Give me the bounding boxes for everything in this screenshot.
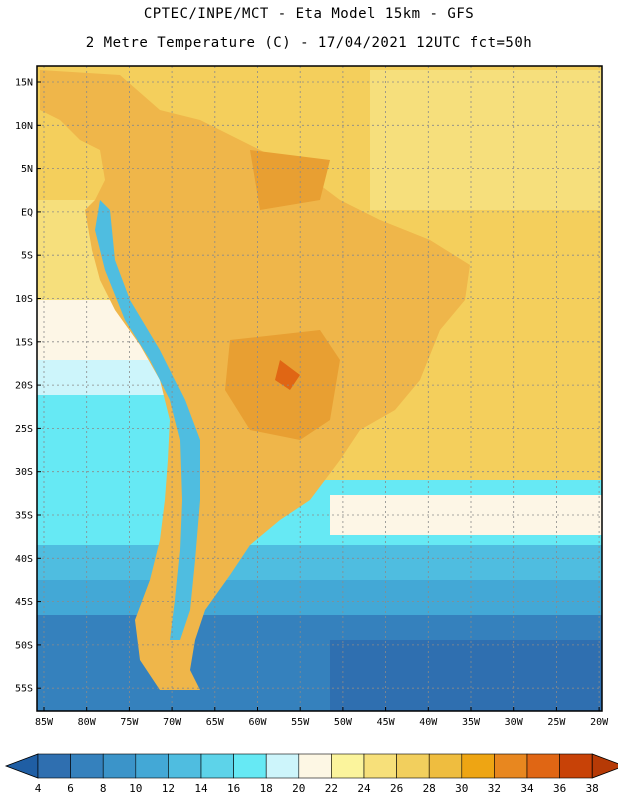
colorbar-swatch — [461, 753, 495, 779]
lat-tick-label: 15S — [15, 337, 33, 348]
lon-tick-label: 70W — [163, 717, 182, 728]
colorbar-swatch — [396, 753, 430, 779]
atlantic-north-band — [370, 70, 602, 210]
colorbar-swatch — [70, 753, 104, 779]
colorbar-level-label: 28 — [423, 782, 436, 795]
lat-tick-label: 45S — [15, 597, 33, 608]
atlantic-warm-tongue — [330, 495, 602, 535]
latitude-labels: 15N 10N 5N EQ 5S 10S 15S 20S 25S 30S 35S 40S 45S 50S 5… — [15, 78, 41, 695]
colorbar-swatch — [233, 753, 267, 779]
colorbar-swatch — [331, 753, 365, 779]
colorbar-swatch — [135, 753, 169, 779]
hot-spot — [275, 360, 300, 390]
colorbar-level-label: 36 — [553, 782, 566, 795]
colorbar-swatch — [559, 753, 593, 779]
pacific-cold-band — [37, 395, 187, 495]
colorbar-level-label: 4 — [35, 782, 42, 795]
lon-tick-label: 45W — [377, 717, 396, 728]
lon-tick-label: 30W — [505, 717, 524, 728]
colorbar: 4 6 8 10 12 14 16 18 20 22 24 26 28 30 32 34 36 38 — [4, 753, 618, 795]
southern-band-4 — [330, 640, 602, 711]
colorbar-level-label: 6 — [67, 782, 74, 795]
colorbar-level-label: 34 — [520, 782, 534, 795]
colorbar-swatch — [298, 753, 332, 779]
colorbar-swatch — [168, 753, 202, 779]
andes-cold-band — [95, 200, 200, 640]
colorbar-swatch — [428, 753, 463, 779]
lat-tick-label: 30S — [15, 467, 33, 478]
lat-tick-label: 50S — [15, 640, 33, 651]
lon-tick-label: 65W — [206, 717, 225, 728]
lat-tick-label: 55S — [15, 684, 33, 695]
colorbar-level-label: 22 — [325, 782, 338, 795]
colorbar-swatch — [265, 753, 300, 779]
colorbar-swatch — [102, 753, 137, 779]
colorbar-high-arrow — [591, 753, 618, 779]
colorbar-level-label: 24 — [357, 782, 371, 795]
lon-tick-label: 60W — [248, 717, 267, 728]
lon-tick-label: 75W — [120, 717, 139, 728]
colorbar-level-label: 8 — [100, 782, 107, 795]
temperature-field — [37, 66, 602, 711]
warm-north-zone — [250, 150, 330, 210]
lon-tick-label: 50W — [334, 717, 353, 728]
graticule — [37, 66, 602, 711]
lat-tick-label: 40S — [15, 554, 33, 565]
colorbar-level-label: 14 — [194, 782, 208, 795]
southern-band-1 — [37, 545, 602, 585]
chart-title-line-2: 2 Metre Temperature (C) - 17/04/2021 12U… — [85, 35, 533, 51]
colorbar-level-label: 32 — [488, 782, 501, 795]
chart-title-line-1: CPTEC/INPE/MCT - Eta Model 15km - GFS — [143, 6, 475, 22]
colorbar-swatch — [494, 753, 528, 779]
lon-tick-label: 80W — [78, 717, 97, 728]
lat-tick-label: EQ — [21, 207, 33, 218]
colorbar-level-label: 38 — [586, 782, 599, 795]
lon-tick-label: 40W — [419, 717, 438, 728]
longitude-labels: 85W 80W 75W 70W 65W 60W 55W 50W 45W 40W 35W 30W 25W 2… — [35, 707, 609, 728]
colorbar-level-label: 12 — [162, 782, 175, 795]
lon-tick-label: 85W — [35, 717, 54, 728]
colorbar-low-arrow — [4, 753, 39, 779]
lon-tick-label: 55W — [291, 717, 310, 728]
colorbar-swatch — [200, 753, 234, 779]
colorbar-swatch — [526, 753, 560, 779]
lat-tick-label: 5S — [21, 251, 33, 262]
lat-tick-label: 10N — [15, 121, 33, 132]
lon-tick-label: 25W — [547, 717, 566, 728]
lat-tick-label: 10S — [15, 294, 33, 305]
lat-tick-label: 35S — [15, 511, 33, 522]
map-frame — [36, 65, 603, 712]
lat-tick-label: 20S — [15, 381, 33, 392]
colorbar-level-label: 26 — [390, 782, 403, 795]
lon-tick-label: 20W — [590, 717, 609, 728]
lat-tick-label: 15N — [15, 78, 33, 89]
lat-tick-label: 25S — [15, 424, 33, 435]
colorbar-level-label: 18 — [260, 782, 273, 795]
colorbar-level-label: 30 — [455, 782, 468, 795]
colorbar-level-label: 20 — [292, 782, 305, 795]
colorbar-swatch — [37, 753, 71, 779]
lat-tick-label: 5N — [21, 164, 33, 175]
southern-band-2 — [37, 580, 602, 620]
lon-tick-label: 35W — [462, 717, 481, 728]
colorbar-level-label: 16 — [227, 782, 240, 795]
colorbar-swatch — [363, 753, 397, 779]
colorbar-level-label: 10 — [129, 782, 142, 795]
